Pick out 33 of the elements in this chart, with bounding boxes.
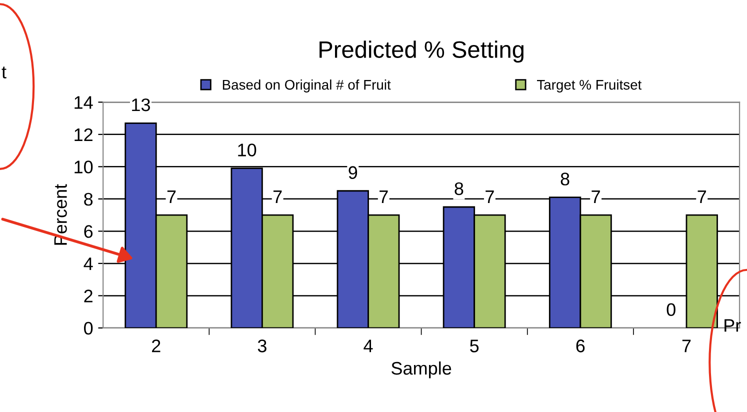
- data-label: 13: [132, 98, 150, 112]
- x-tick-label: 3: [258, 340, 266, 352]
- chart-title: Predicted % Setting: [320, 40, 524, 63]
- y-tick-label: 0: [84, 322, 93, 335]
- data-label: 7: [698, 190, 706, 203]
- y-axis-title: Percent: [54, 184, 67, 245]
- data-label: 9: [348, 166, 358, 179]
- x-tick-label: 5: [470, 340, 479, 352]
- y-tick-label: 14: [74, 96, 93, 109]
- annotation: Pr: [724, 319, 741, 332]
- x-tick-label: 4: [364, 340, 373, 352]
- y-tick-label: 6: [84, 225, 93, 238]
- data-label: 8: [560, 172, 570, 186]
- data-label: 7: [486, 190, 494, 203]
- y-tick-label: 4: [84, 258, 93, 270]
- data-label: 7: [167, 190, 176, 203]
- y-tick-label: 8: [84, 192, 93, 206]
- legend-label: Based on Original # of Fruit: [222, 80, 391, 92]
- x-tick-label: 6: [576, 340, 585, 352]
- x-tick-label: 7: [682, 340, 691, 352]
- data-label: 7: [380, 190, 388, 203]
- y-tick-label: 2: [84, 290, 92, 302]
- data-label: 0: [666, 303, 676, 316]
- data-label: 7: [273, 190, 282, 203]
- y-tick-label: 12: [74, 128, 92, 141]
- x-axis-title: Sample: [392, 361, 452, 378]
- x-tick-label: 2: [152, 340, 160, 352]
- data-label: 10: [238, 144, 256, 156]
- data-label: 8: [454, 182, 464, 196]
- legend-label: Target % Fruitset: [537, 80, 642, 92]
- data-label: 7: [592, 190, 600, 203]
- text: t: [2, 66, 6, 78]
- y-tick-label: 10: [74, 160, 93, 174]
